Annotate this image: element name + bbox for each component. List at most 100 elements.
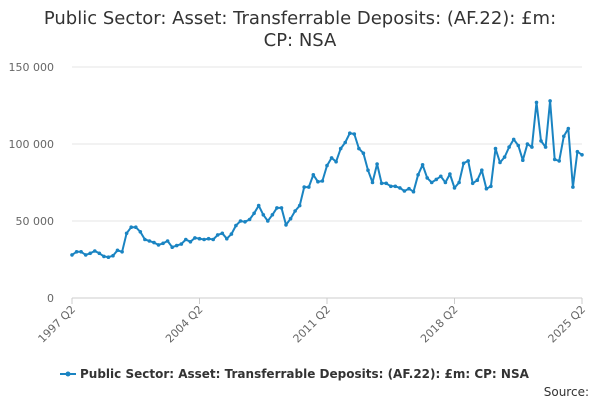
data-point[interactable]	[475, 178, 480, 182]
data-point[interactable]	[124, 231, 129, 236]
data-point[interactable]	[511, 137, 516, 142]
data-point[interactable]	[229, 232, 234, 236]
data-point[interactable]	[234, 223, 238, 228]
data-point[interactable]	[261, 213, 266, 217]
data-point[interactable]	[502, 155, 507, 159]
data-point[interactable]	[466, 159, 471, 163]
data-point[interactable]	[256, 203, 261, 208]
data-point[interactable]	[329, 156, 334, 160]
data-point[interactable]	[184, 237, 188, 242]
data-point[interactable]	[129, 225, 133, 229]
data-point[interactable]	[88, 251, 92, 256]
data-point[interactable]	[516, 143, 521, 148]
data-point[interactable]	[220, 231, 225, 236]
data-point[interactable]	[379, 181, 384, 186]
data-point[interactable]	[252, 211, 256, 216]
data-point[interactable]	[489, 184, 493, 189]
data-point[interactable]	[543, 145, 548, 149]
data-point[interactable]	[79, 250, 83, 254]
data-point[interactable]	[111, 253, 115, 258]
data-point[interactable]	[357, 146, 361, 151]
data-point[interactable]	[211, 237, 215, 242]
data-point[interactable]	[247, 217, 252, 222]
data-point[interactable]	[370, 180, 375, 185]
data-point[interactable]	[457, 180, 461, 185]
data-point[interactable]	[197, 236, 202, 241]
data-point[interactable]	[566, 126, 571, 131]
data-point[interactable]	[138, 230, 143, 234]
data-point[interactable]	[320, 179, 325, 183]
data-point[interactable]	[393, 184, 398, 189]
data-point[interactable]	[293, 209, 297, 213]
data-point[interactable]	[470, 181, 475, 186]
data-point[interactable]	[429, 180, 434, 185]
data-point[interactable]	[434, 177, 439, 182]
legend[interactable]: Public Sector: Asset: Transferrable Depo…	[60, 367, 530, 381]
data-point[interactable]	[170, 245, 174, 249]
data-point[interactable]	[174, 243, 179, 248]
data-point[interactable]	[106, 255, 111, 259]
data-point[interactable]	[97, 251, 102, 256]
data-point[interactable]	[420, 163, 425, 167]
data-point[interactable]	[366, 168, 370, 172]
data-point[interactable]	[352, 132, 357, 136]
data-point[interactable]	[407, 186, 411, 191]
data-point[interactable]	[188, 240, 193, 244]
data-point[interactable]	[74, 250, 79, 254]
data-point[interactable]	[134, 225, 138, 229]
data-point[interactable]	[552, 157, 557, 162]
data-point[interactable]	[202, 237, 206, 242]
data-point[interactable]	[461, 161, 466, 166]
data-point[interactable]	[115, 248, 120, 253]
data-point[interactable]	[343, 140, 348, 145]
data-point[interactable]	[416, 173, 420, 177]
data-point[interactable]	[83, 253, 88, 257]
data-point[interactable]	[270, 213, 275, 217]
data-point[interactable]	[70, 253, 74, 257]
data-point[interactable]	[548, 99, 552, 103]
data-point[interactable]	[571, 185, 575, 189]
data-point[interactable]	[193, 236, 197, 240]
data-point[interactable]	[338, 146, 343, 151]
data-point[interactable]	[411, 189, 416, 194]
data-point[interactable]	[311, 173, 316, 177]
data-point[interactable]	[238, 219, 243, 223]
data-point[interactable]	[93, 249, 97, 253]
data-point[interactable]	[361, 151, 366, 155]
data-point[interactable]	[425, 176, 430, 180]
data-point[interactable]	[493, 146, 498, 151]
data-point[interactable]	[389, 184, 393, 189]
data-point[interactable]	[143, 237, 147, 242]
data-point[interactable]	[225, 236, 229, 241]
data-point[interactable]	[275, 206, 279, 210]
data-point[interactable]	[243, 220, 247, 224]
data-point[interactable]	[452, 186, 457, 190]
data-point[interactable]	[152, 240, 156, 245]
data-point[interactable]	[521, 158, 525, 162]
data-point[interactable]	[534, 100, 539, 105]
data-point[interactable]	[384, 181, 389, 186]
data-point[interactable]	[439, 174, 443, 179]
data-point[interactable]	[266, 219, 270, 223]
data-point[interactable]	[480, 168, 484, 172]
data-point[interactable]	[375, 162, 379, 166]
legend-label[interactable]: Public Sector: Asset: Transferrable Depo…	[80, 367, 530, 381]
data-point[interactable]	[448, 172, 452, 176]
data-point[interactable]	[539, 139, 543, 143]
data-point[interactable]	[279, 206, 284, 210]
data-point[interactable]	[562, 134, 566, 139]
data-point[interactable]	[307, 185, 311, 189]
data-point[interactable]	[179, 242, 184, 246]
data-point[interactable]	[316, 179, 320, 184]
data-point[interactable]	[102, 254, 106, 259]
data-point[interactable]	[284, 223, 288, 227]
data-point[interactable]	[575, 149, 580, 154]
data-point[interactable]	[120, 250, 124, 254]
data-point[interactable]	[147, 239, 152, 243]
data-point[interactable]	[334, 159, 338, 164]
data-point[interactable]	[398, 186, 402, 190]
data-point[interactable]	[530, 145, 534, 149]
data-point[interactable]	[161, 241, 165, 246]
data-point[interactable]	[215, 233, 220, 237]
data-point[interactable]	[484, 186, 489, 191]
